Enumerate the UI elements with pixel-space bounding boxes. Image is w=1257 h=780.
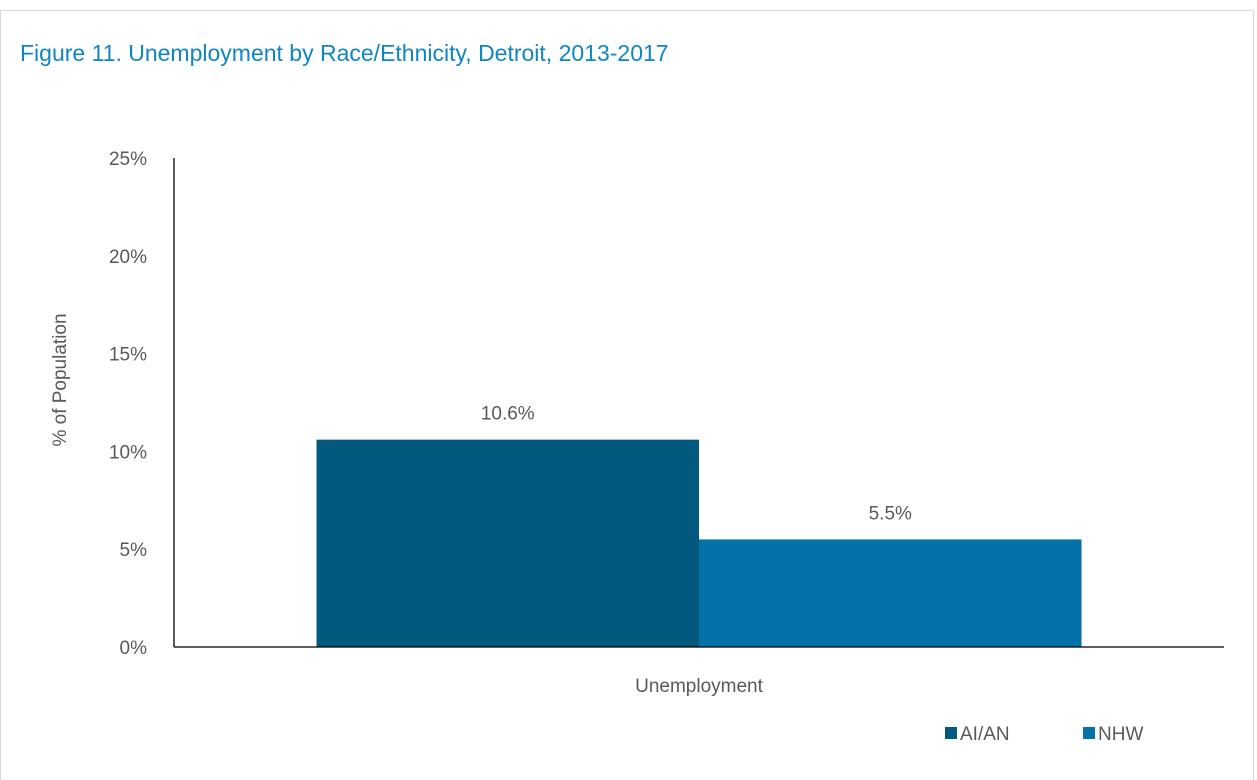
y-axis-ticks: 0% 5% 10% 15% 20% 25% xyxy=(109,149,147,659)
legend-label: NHW xyxy=(1098,724,1143,745)
y-tick-label: 0% xyxy=(120,638,148,659)
bars-group xyxy=(316,439,1082,647)
bar-ai-an xyxy=(316,439,699,647)
x-category-label: Unemployment xyxy=(635,676,763,697)
bar-nhw xyxy=(699,539,1082,647)
y-tick-label: 15% xyxy=(109,345,147,366)
y-tick-label: 5% xyxy=(120,540,148,561)
data-label: 5.5% xyxy=(869,503,912,524)
y-axis-title: % of Population xyxy=(50,313,71,446)
y-tick-label: 20% xyxy=(109,247,147,268)
data-label: 10.6% xyxy=(481,404,535,425)
chart-frame xyxy=(0,10,1254,780)
chart-title: Figure 11. Unemployment by Race/Ethnicit… xyxy=(20,40,669,66)
y-tick-label: 25% xyxy=(109,149,147,170)
y-tick-label: 10% xyxy=(109,442,147,463)
legend: AI/AN NHW xyxy=(945,724,1143,745)
legend-label: AI/AN xyxy=(960,724,1010,745)
legend-swatch xyxy=(1083,727,1095,739)
data-labels-group: 10.6% 5.5% xyxy=(481,404,912,525)
legend-swatch xyxy=(945,727,957,739)
x-axis-categories: Unemployment xyxy=(635,676,763,697)
